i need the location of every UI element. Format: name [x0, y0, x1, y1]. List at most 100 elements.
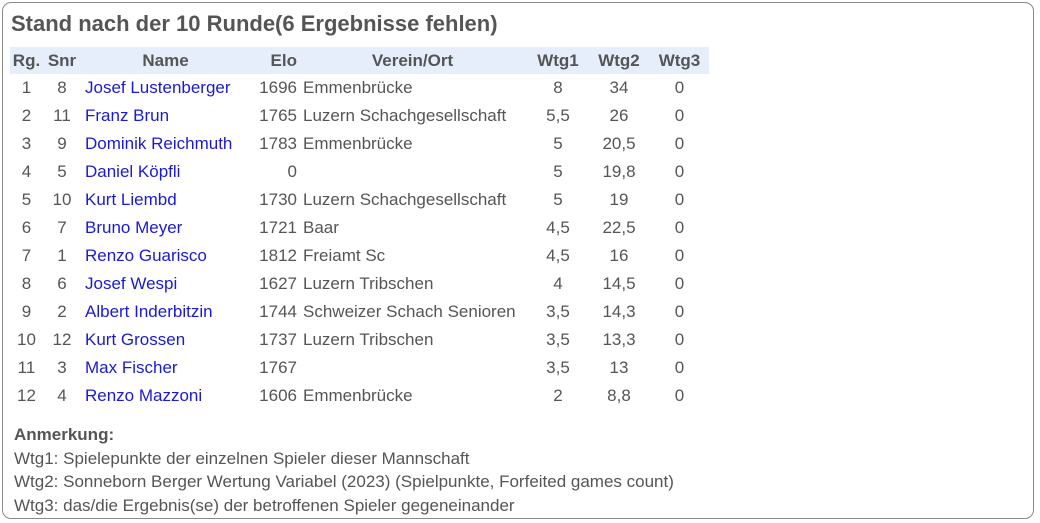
rank-cell: 4 — [21, 162, 32, 181]
club-cell: Emmenbrücke — [303, 78, 413, 97]
start-number-cell: 2 — [57, 302, 67, 321]
table-header: Rg. Snr Name Elo Verein/Ort Wtg1 Wtg2 Wt… — [10, 47, 709, 74]
name-cell: Max Fischer — [81, 354, 250, 382]
start-number-cell: 5 — [57, 162, 67, 181]
wtg2-cell: 16 — [609, 246, 629, 265]
name-cell: Renzo Guarisco — [81, 242, 250, 270]
elo-cell: 1721 — [259, 218, 297, 237]
column-header-start-number: Snr — [43, 47, 81, 74]
table-row: 7 1 Renzo Guarisco 1812 Freiamt Sc 4,5 1… — [10, 242, 709, 270]
table-row: 9 2 Albert Inderbitzin 1744 Schweizer Sc… — [10, 298, 709, 326]
column-header-name: Name — [81, 47, 250, 74]
wtg3-cell: 0 — [674, 274, 685, 293]
table-row: 5 10 Kurt Liembd 1730 Luzern Schachgesel… — [10, 186, 709, 214]
start-number-cell: 11 — [53, 106, 71, 125]
player-link[interactable]: Franz Brun — [85, 106, 170, 125]
elo-cell: 1744 — [259, 302, 297, 321]
club-cell: Luzern Schachgesellschaft — [303, 190, 507, 209]
wtg3-cell: 0 — [674, 358, 685, 377]
club-cell: Luzern Schachgesellschaft — [303, 106, 507, 125]
wtg2-cell: 34 — [609, 78, 629, 97]
club-cell: Emmenbrücke — [303, 134, 413, 153]
start-number-cell: 7 — [57, 218, 67, 237]
rank-cell: 6 — [21, 218, 32, 237]
start-number-cell: 4 — [57, 386, 67, 405]
column-header-rank: Rg. — [10, 47, 43, 74]
wtg1-cell: 8 — [553, 78, 563, 97]
wtg2-cell: 20,5 — [602, 134, 636, 153]
start-number-cell: 10 — [52, 190, 72, 209]
wtg1-cell: 4,5 — [546, 246, 570, 265]
player-link[interactable]: Josef Lustenberger — [85, 78, 231, 97]
wtg1-cell: 2 — [553, 386, 563, 405]
note-wtg2: Wtg2: Sonneborn Berger Wertung Variabel … — [14, 472, 674, 491]
elo-cell: 1767 — [259, 358, 297, 377]
wtg3-cell: 0 — [674, 246, 685, 265]
wtg2-cell: 22,5 — [602, 218, 636, 237]
table-row: 11 3 Max Fischer 1767 3,5 13 0 — [10, 354, 709, 382]
player-link[interactable]: Daniel Köpfli — [85, 162, 181, 181]
wtg3-cell: 0 — [674, 330, 685, 349]
wtg3-cell: 0 — [674, 386, 685, 405]
wtg2-cell: 19,8 — [602, 162, 636, 181]
player-link[interactable]: Dominik Reichmuth — [85, 134, 233, 153]
player-link[interactable]: Kurt Liembd — [85, 190, 177, 209]
column-header-wtg2: Wtg2 — [588, 47, 650, 74]
name-cell: Bruno Meyer — [81, 214, 250, 242]
column-header-club: Verein/Ort — [297, 47, 528, 74]
start-number-cell: 8 — [57, 78, 67, 97]
table-row: 6 7 Bruno Meyer 1721 Baar 4,5 22,5 0 — [10, 214, 709, 242]
elo-cell: 1737 — [259, 330, 297, 349]
wtg3-cell: 0 — [674, 190, 685, 209]
rank-cell: 10 — [17, 330, 36, 349]
table-row: 1 8 Josef Lustenberger 1696 Emmenbrücke … — [10, 74, 709, 102]
elo-cell: 1606 — [259, 386, 297, 405]
start-number-cell: 12 — [52, 330, 72, 349]
elo-cell: 1730 — [259, 190, 297, 209]
player-link[interactable]: Max Fischer — [85, 358, 178, 377]
notes-heading: Anmerkung: — [14, 425, 115, 444]
name-cell: Franz Brun — [81, 102, 250, 130]
wtg2-cell: 26 — [609, 106, 629, 125]
wtg1-cell: 5 — [553, 162, 563, 181]
name-cell: Albert Inderbitzin — [81, 298, 250, 326]
elo-cell: 1783 — [259, 134, 297, 153]
wtg1-cell: 4 — [553, 274, 563, 293]
name-cell: Josef Lustenberger — [81, 74, 250, 102]
start-number-cell: 3 — [57, 358, 67, 377]
table-body: 1 8 Josef Lustenberger 1696 Emmenbrücke … — [10, 74, 709, 410]
table-row: 3 9 Dominik Reichmuth 1783 Emmenbrücke 5… — [10, 130, 709, 158]
wtg3-cell: 0 — [674, 302, 685, 321]
rank-cell: 9 — [21, 302, 32, 321]
club-cell: Luzern Tribschen — [303, 330, 434, 349]
wtg1-cell: 3,5 — [546, 358, 570, 377]
player-link[interactable]: Albert Inderbitzin — [85, 302, 213, 321]
wtg2-cell: 13 — [609, 358, 629, 377]
player-link[interactable]: Josef Wespi — [85, 274, 178, 293]
elo-cell: 1627 — [259, 274, 297, 293]
elo-cell: 1812 — [259, 246, 297, 265]
rank-cell: 12 — [17, 386, 36, 405]
wtg1-cell: 3,5 — [546, 302, 570, 321]
rank-cell: 1 — [21, 78, 32, 97]
elo-cell: 1765 — [259, 106, 297, 125]
elo-cell: 1696 — [259, 78, 297, 97]
club-cell — [297, 158, 528, 186]
wtg2-cell: 8,8 — [607, 386, 631, 405]
wtg3-cell: 0 — [674, 162, 685, 181]
rank-cell: 5 — [21, 190, 32, 209]
name-cell: Dominik Reichmuth — [81, 130, 250, 158]
wtg3-cell: 0 — [674, 134, 685, 153]
rank-cell: 3 — [21, 134, 32, 153]
club-cell: Luzern Tribschen — [303, 274, 434, 293]
wtg1-cell: 4,5 — [546, 218, 570, 237]
player-link[interactable]: Renzo Mazzoni — [85, 386, 203, 405]
name-cell: Josef Wespi — [81, 270, 250, 298]
column-header-wtg1: Wtg1 — [528, 47, 588, 74]
rank-cell: 11 — [17, 358, 36, 377]
player-link[interactable]: Kurt Grossen — [85, 330, 186, 349]
player-link[interactable]: Bruno Meyer — [85, 218, 183, 237]
wtg1-cell: 5,5 — [546, 106, 570, 125]
player-link[interactable]: Renzo Guarisco — [85, 246, 207, 265]
